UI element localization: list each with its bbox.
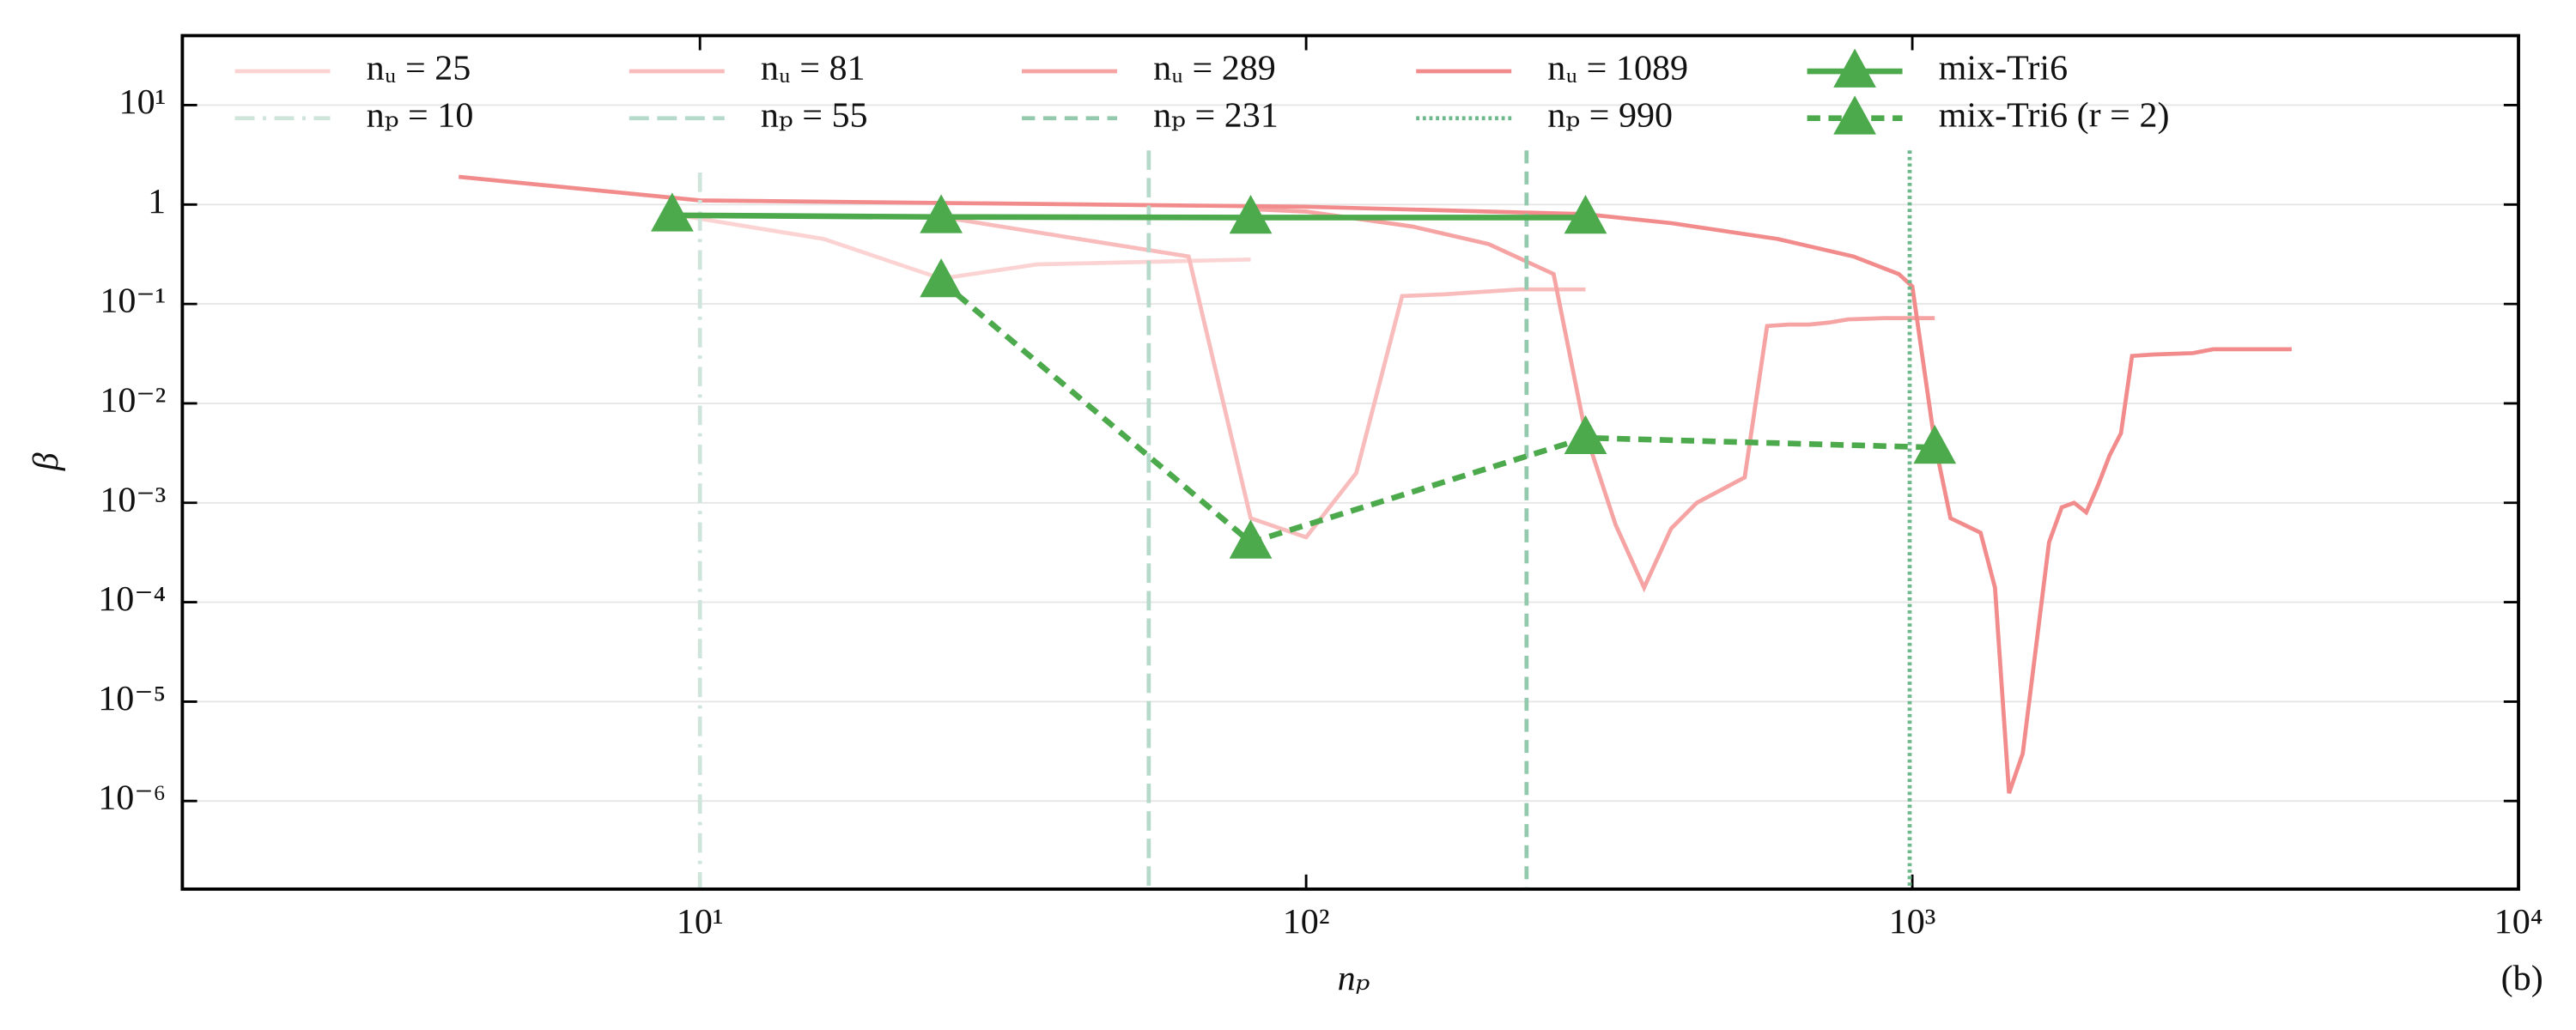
y-tick-label: 10⁻³	[100, 481, 166, 520]
y-tick-label: 10⁻⁴	[98, 579, 166, 619]
x-tick-label: 10²	[1283, 902, 1330, 942]
y-tick-label: 10¹	[119, 82, 167, 122]
legend-label: nᵤ = 81	[761, 49, 866, 88]
marker	[1913, 424, 1957, 464]
legend-label: mix-Tri6 (r = 2)	[1939, 96, 2170, 136]
marker	[1229, 519, 1273, 559]
x-tick-label: 10⁴	[2494, 902, 2543, 942]
y-tick-label: 10⁻⁶	[98, 779, 166, 818]
legend-label: nᵤ = 289	[1153, 49, 1276, 88]
x-tick-label: 10³	[1889, 902, 1936, 942]
legend-label: nₚ = 231	[1153, 96, 1279, 136]
series-line	[1250, 207, 1935, 593]
series-line	[459, 174, 2292, 794]
legend-label: nₚ = 55	[761, 96, 868, 136]
legend-label: nᵤ = 25	[367, 49, 471, 88]
marker	[1229, 195, 1273, 234]
marker	[920, 194, 963, 233]
y-tick-label: 10⁻⁵	[98, 679, 166, 718]
legend-marker	[1833, 48, 1876, 88]
legend-label: nₚ = 10	[367, 96, 474, 136]
plot-frame	[180, 33, 2520, 891]
series-line	[939, 278, 1935, 546]
y-axis-label: β	[27, 452, 66, 471]
x-axis-label: nₚ	[1338, 959, 1370, 998]
x-tick-label: 10¹	[677, 902, 724, 942]
legend-marker	[1833, 95, 1876, 135]
legend-label: nᵤ = 1089	[1547, 49, 1688, 88]
y-tick-label: 1	[148, 182, 166, 221]
series-line	[671, 212, 1586, 221]
y-tick-label: 10⁻²	[100, 381, 166, 421]
legend-label: mix-Tri6	[1939, 49, 2068, 88]
legend-label: nₚ = 990	[1547, 96, 1673, 136]
marker	[650, 192, 694, 232]
marker	[1564, 415, 1607, 454]
y-tick-label: 10⁻¹	[100, 282, 166, 321]
series-line	[940, 215, 1586, 540]
marker	[1564, 195, 1607, 234]
annotation: (b)	[2501, 959, 2543, 998]
marker	[920, 258, 963, 298]
